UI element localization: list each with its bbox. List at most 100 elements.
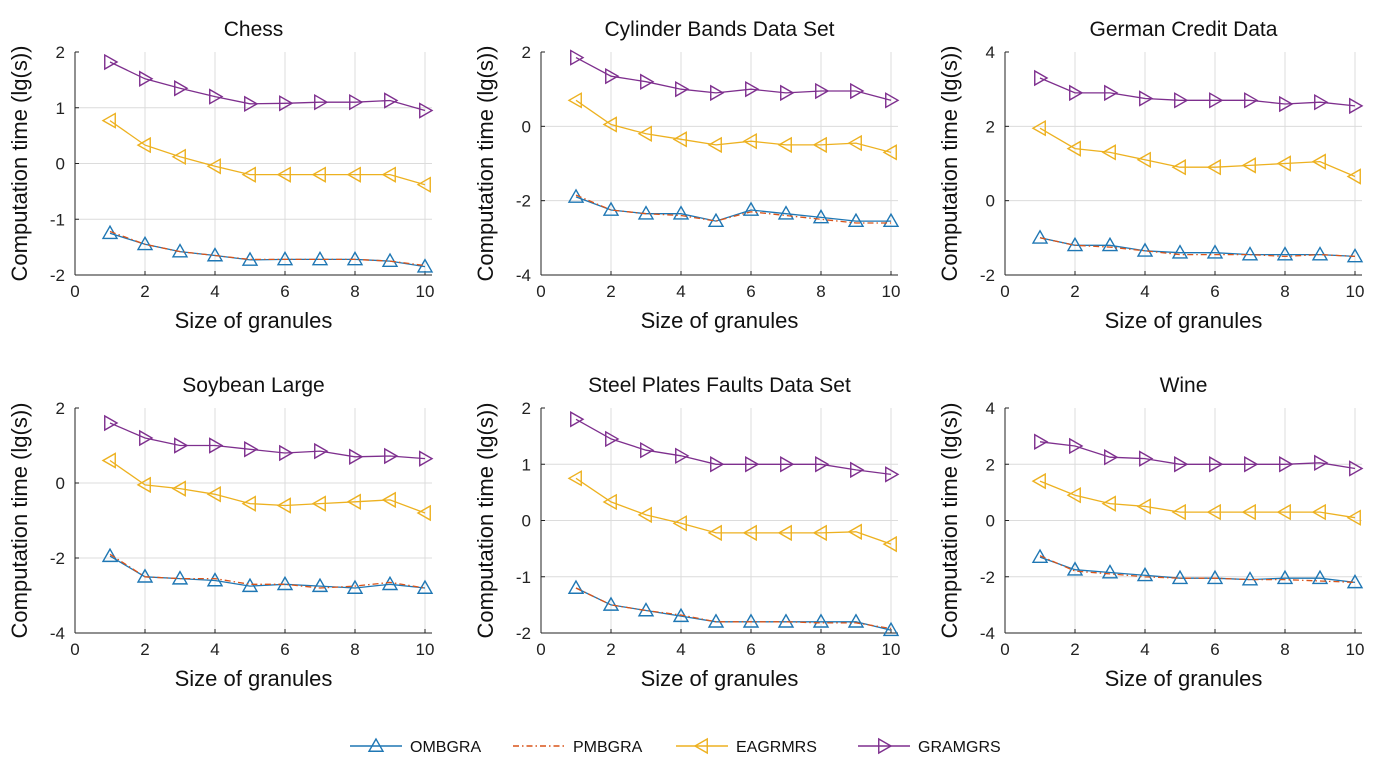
series-gramgrs	[1034, 69, 1364, 115]
data-point-gramgrs	[314, 442, 329, 460]
data-point-ombgra	[1276, 569, 1294, 585]
y-tick-label: -4	[516, 266, 531, 285]
data-point-ombgra	[101, 547, 119, 563]
data-point-eagrmrs	[602, 116, 617, 133]
data-point-gramgrs	[780, 456, 795, 473]
x-axis-label: Size of granules	[1105, 308, 1263, 333]
x-tick-label: 10	[1346, 282, 1365, 301]
chart-panel-wine: 0 2 4 6 8 10 -4 -2 0 2 4 Wine Size of granules Comput…	[937, 374, 1364, 691]
chart-title: Wine	[1160, 374, 1208, 397]
series-line-gramgrs	[1039, 77, 1356, 107]
data-point-gramgrs	[1174, 456, 1189, 473]
data-point-eagrmrs	[707, 136, 722, 154]
data-point-gramgrs	[1279, 95, 1294, 113]
y-axis-label: Computation time (lg(s))	[473, 46, 498, 282]
data-point-ombgra	[1136, 242, 1154, 257]
y-tick-label: -1	[516, 568, 531, 587]
y-axis-label: Computation time (lg(s))	[937, 403, 962, 639]
data-point-eagrmrs	[416, 504, 431, 522]
chart-title: German Credit Data	[1090, 18, 1278, 41]
data-point-gramgrs	[1279, 456, 1294, 473]
series-line-pmbgra	[575, 587, 892, 630]
data-point-ombgra	[171, 570, 189, 585]
legend-label: EAGRMRS	[736, 739, 817, 756]
data-point-ombgra	[1031, 548, 1049, 564]
series-line-gramgrs	[575, 57, 892, 101]
data-point-eagrmrs	[101, 452, 116, 469]
data-point-ombgra	[1101, 564, 1119, 579]
y-axis-label: Computation time (lg(s))	[937, 46, 962, 282]
x-axis-label: Size of granules	[1105, 666, 1263, 691]
data-point-ombgra	[1101, 236, 1119, 252]
data-point-ombgra	[346, 579, 364, 594]
data-point-gramgrs	[209, 88, 224, 105]
x-tick-label: 2	[1070, 640, 1079, 659]
data-point-eagrmrs	[1241, 157, 1256, 174]
data-point-eagrmrs	[381, 491, 396, 509]
data-point-eagrmrs	[777, 524, 792, 542]
data-point-eagrmrs	[1171, 503, 1186, 521]
data-point-gramgrs	[605, 67, 620, 85]
x-tick-label: 4	[210, 282, 219, 301]
y-axis-label: Computation time (lg(s))	[7, 46, 32, 282]
data-point-gramgrs	[279, 444, 294, 462]
data-point-gramgrs	[570, 49, 585, 66]
y-tick-label: 1	[522, 455, 531, 474]
y-tick-label: 0	[986, 192, 995, 211]
data-point-eagrmrs	[707, 524, 722, 542]
x-tick-label: 0	[536, 640, 545, 659]
data-point-gramgrs	[1244, 92, 1259, 109]
chart-title: Soybean Large	[182, 374, 324, 397]
x-tick-label: 6	[280, 282, 289, 301]
data-point-gramgrs	[745, 80, 760, 98]
data-point-gramgrs	[885, 92, 900, 109]
series-line-gramgrs	[109, 422, 426, 460]
legend: OMBGRA PMBGRA EAGRMRS GRAMGRS	[350, 737, 1001, 756]
data-point-gramgrs	[244, 95, 259, 113]
legend-marker	[693, 737, 708, 755]
data-point-gramgrs	[850, 461, 865, 479]
y-tick-label: 4	[986, 43, 995, 62]
data-point-ombgra	[276, 250, 294, 266]
series-line-pmbgra	[1039, 237, 1356, 258]
x-tick-label: 2	[140, 282, 149, 301]
data-point-gramgrs	[1244, 456, 1259, 473]
series-gramgrs	[570, 49, 900, 109]
x-tick-label: 4	[676, 282, 685, 301]
y-tick-label: 2	[986, 117, 995, 136]
chart-panel-steel-plates-faults-data-set: 0 2 4 6 8 10 -2 -1 0 1 2 Steel Plates Faults Data S…	[473, 374, 900, 691]
chart-panel-german-credit-data: 0 2 4 6 8 10 -2 0 2 4 German Credit Data Size of gr…	[937, 18, 1364, 333]
data-point-gramgrs	[1314, 93, 1329, 111]
series-eagrmrs	[567, 470, 897, 553]
data-point-ombgra	[567, 579, 585, 594]
y-axis-label: Computation time (lg(s))	[7, 403, 32, 639]
series-pmbgra	[1039, 555, 1356, 584]
data-point-eagrmrs	[206, 486, 221, 503]
data-point-ombgra	[1031, 229, 1049, 244]
data-point-ombgra	[742, 201, 760, 216]
chart-title: Chess	[224, 18, 284, 41]
y-tick-label: -2	[50, 266, 65, 285]
data-point-eagrmrs	[1206, 159, 1221, 176]
y-tick-label: -4	[980, 624, 995, 643]
data-point-eagrmrs	[602, 493, 617, 511]
series-line-eagrmrs	[575, 99, 892, 154]
data-point-eagrmrs	[882, 535, 897, 553]
data-point-eagrmrs	[311, 166, 326, 183]
x-tick-label: 8	[1280, 640, 1289, 659]
data-point-gramgrs	[1139, 90, 1154, 107]
legend-label: GRAMGRS	[918, 739, 1001, 756]
series-ombgra	[1031, 229, 1364, 263]
data-point-gramgrs	[605, 430, 620, 448]
data-point-ombgra	[311, 577, 329, 593]
data-point-gramgrs	[1349, 97, 1364, 115]
data-point-ombgra	[1066, 561, 1084, 576]
data-point-gramgrs	[1209, 92, 1224, 109]
chart-panel-soybean-large: 0 2 4 6 8 10 -4 -2 0 2 Soybean Large Size of granul…	[7, 374, 434, 691]
x-tick-label: 10	[1346, 640, 1365, 659]
data-point-eagrmrs	[742, 132, 757, 150]
x-tick-label: 4	[676, 640, 685, 659]
data-point-eagrmrs	[882, 144, 897, 161]
data-point-ombgra	[1346, 248, 1364, 263]
chart-panel-chess: 0 2 4 6 8 10 -2 -1 0 1 2 Chess Size of granules Compu…	[7, 18, 434, 333]
